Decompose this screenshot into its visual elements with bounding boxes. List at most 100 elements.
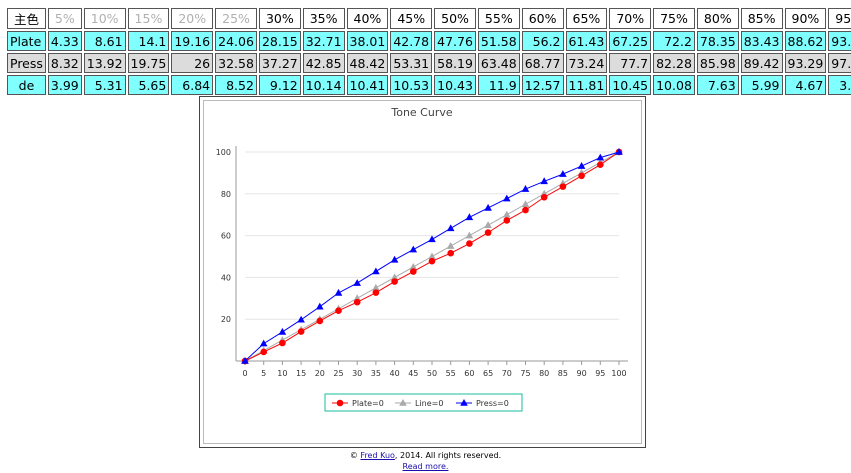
data-point-press [559,170,567,177]
table-cell: 28.15 [258,31,301,51]
table-header-cell: 60% [521,8,564,29]
data-point-plate [428,257,436,265]
table-cell: 11.81 [565,75,608,95]
table-cell: 88.62 [784,31,827,51]
data-point-plate [503,217,511,224]
table-header-cell: 75% [653,8,695,29]
table-cell: 61.43 [565,31,608,51]
data-point-plate [391,278,398,285]
data-point-line [484,221,492,228]
x-tick-label: 75 [520,369,530,378]
table-row-label: Press [7,53,46,73]
table-cell: 37.27 [258,53,301,73]
x-tick-label: 25 [333,369,343,378]
tone-curve-chart-frame: Tone Curve 20 40 60 80 100 0 5 10 15 20 25 30 35 40 45 5… [199,96,646,448]
table-cell: 42.78 [390,31,433,51]
table-cell: 14.1 [127,31,170,51]
data-point-press [372,267,380,275]
table-header-cell: 50% [434,8,476,29]
table-cell: 10.53 [390,75,433,95]
table-cell: 5.99 [740,75,783,95]
copyright-line: © Fred Kuo, 2014. All rights reserved. [0,450,851,461]
data-point-plate [559,183,567,190]
data-point-line [390,273,399,281]
legend-label: Plate=0 [352,399,384,408]
y-tick-label: 100 [216,148,231,157]
data-point-plate [466,240,473,247]
x-tick-label: 40 [390,369,400,378]
data-point-press [596,153,605,161]
chart-plot-border [203,100,642,444]
data-point-line [353,294,361,302]
data-point-plate [260,348,267,356]
table-cell: 53.31 [390,53,433,73]
data-point-press [353,279,361,286]
table-cell: 5.31 [83,75,126,95]
data-point-press [503,194,511,202]
table-cell: 8.32 [47,53,82,73]
data-point-plate [540,193,548,201]
table-cell: 10.43 [434,75,476,95]
x-tick-label: 10 [277,369,287,378]
table-header-cell: 20% [171,8,214,29]
data-point-line [428,252,436,260]
x-tick-label: 35 [371,369,381,378]
data-point-press [521,185,530,192]
table-cell: 4.67 [784,75,827,95]
x-tick-label: 65 [483,369,493,378]
table-cell: 26 [171,53,214,73]
table-cell: 32.58 [215,53,257,73]
legend-label: Press=0 [476,399,509,408]
data-point-press [446,224,455,232]
copyright-symbol: © [349,451,358,460]
table-cell: 67.25 [609,31,652,51]
table-cell: 32.71 [302,31,345,51]
x-tick-label: 80 [539,369,549,378]
x-tick-label: 90 [577,369,587,378]
table-row-plate: Plate 4.33 8.61 14.1 19.16 24.06 28.15 32.71 38.… [7,31,851,51]
data-point-press [278,327,287,335]
data-point-press [465,213,474,221]
table-cell: 97.32 [828,53,851,73]
table-cell: 4.33 [47,31,82,51]
table-header-cell: 85% [740,8,783,29]
table-row-press: Press 8.32 13.92 19.75 26 32.58 37.27 42.85 48.4… [7,53,851,73]
table-cell: 10.14 [302,75,345,95]
author-link[interactable]: Fred Kuo [360,451,395,460]
x-tick-label: 95 [595,369,605,378]
table-header-cell: 30% [258,8,301,29]
data-point-plate [353,298,361,306]
table-cell: 13.92 [83,53,126,73]
read-more-link[interactable]: Read more. [402,462,449,471]
x-tick-label: 15 [296,369,306,378]
table-header-cell: 10% [83,8,126,29]
table-header-cell: 40% [346,8,389,29]
x-tick-label: 20 [315,369,325,378]
data-point-press [409,245,418,253]
table-cell: 7.63 [696,75,739,95]
table-cell: 58.19 [434,53,476,73]
table-cell: 10.41 [346,75,389,95]
data-point-plate [522,206,529,214]
table-header-cell: 35% [302,8,345,29]
data-point-plate [279,339,286,347]
table-cell: 38.01 [346,31,389,51]
x-tick-label: 5 [261,369,266,378]
table-header-cell: 95% [828,8,851,29]
table-cell: 12.57 [521,75,564,95]
legend-marker [336,399,344,407]
data-point-press [540,177,548,185]
table-corner-cell: 主色 [7,8,46,29]
data-point-line [409,262,418,270]
page-footer: © Fred Kuo, 2014. All rights reserved. R… [0,450,851,472]
table-cell: 8.61 [83,31,126,51]
table-header-cell: 15% [127,8,170,29]
data-point-press [241,357,249,364]
table-cell: 73.24 [565,53,608,73]
table-cell: 3.38 [828,75,851,95]
x-tick-label: 0 [242,369,247,378]
x-tick-label: 60 [464,369,474,378]
x-tick-label: 100 [611,369,626,378]
table-row-de: de 3.99 5.31 5.65 6.84 8.52 9.12 10.14 10.41 10.5… [7,75,851,95]
data-point-plate [597,161,604,168]
